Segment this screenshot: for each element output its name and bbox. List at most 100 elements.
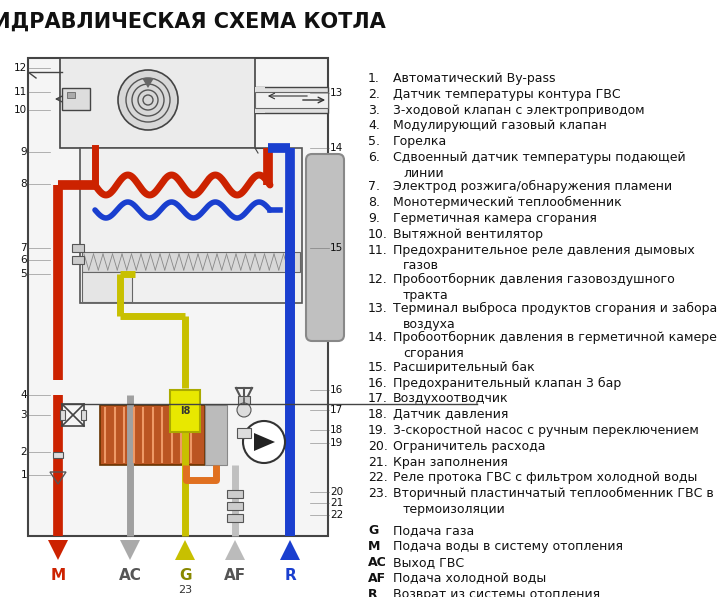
Bar	[81, 410, 86, 420]
Bar	[255, 87, 328, 113]
Text: AF: AF	[368, 572, 386, 585]
Text: M: M	[50, 568, 66, 583]
Text: ГИДРАВЛИЧЕСКАЯ СХЕМА КОТЛА: ГИДРАВЛИЧЕСКАЯ СХЕМА КОТЛА	[0, 12, 386, 32]
Bar	[72, 244, 84, 252]
Text: 14.: 14.	[368, 331, 388, 344]
Text: Предохранительное реле давления дымовых: Предохранительное реле давления дымовых	[393, 244, 695, 257]
Text: Монотермический теплообменник: Монотермический теплообменник	[393, 196, 622, 209]
Text: AC: AC	[368, 556, 387, 569]
Text: 3.: 3.	[368, 104, 380, 116]
Bar	[60, 58, 255, 148]
Text: 6.: 6.	[368, 151, 380, 164]
Text: 7: 7	[20, 243, 27, 253]
Text: 18.: 18.	[368, 408, 388, 421]
Text: сгорания: сгорания	[403, 347, 464, 360]
Text: 17.: 17.	[368, 392, 388, 405]
Text: 3: 3	[20, 410, 27, 420]
Text: 18: 18	[330, 425, 343, 435]
Text: линии: линии	[403, 167, 444, 180]
Bar	[227, 514, 243, 522]
Text: Вторичный пластинчатый теплообменник ГВС в: Вторичный пластинчатый теплообменник ГВС…	[393, 487, 714, 500]
Bar	[80, 148, 302, 303]
Text: Автоматический By-pass: Автоматический By-pass	[393, 72, 556, 85]
FancyBboxPatch shape	[306, 154, 344, 341]
Bar	[227, 490, 243, 498]
Bar	[238, 396, 250, 404]
Text: 19: 19	[330, 438, 343, 448]
Text: 16: 16	[330, 385, 343, 395]
Text: Пробоотборник давления в герметичной камере: Пробоотборник давления в герметичной кам…	[393, 331, 717, 344]
Text: воздуха: воздуха	[403, 318, 456, 331]
Text: 16.: 16.	[368, 377, 388, 389]
Text: газов: газов	[403, 259, 439, 272]
Text: Герметичная камера сгорания: Герметичная камера сгорания	[393, 212, 597, 225]
Polygon shape	[225, 540, 245, 560]
Text: 1.: 1.	[368, 72, 380, 85]
Text: 9.: 9.	[368, 212, 380, 225]
Text: 20.: 20.	[368, 440, 388, 453]
Text: AC: AC	[119, 568, 141, 583]
Text: 12: 12	[14, 63, 27, 73]
Text: 22.: 22.	[368, 471, 388, 484]
Text: 6: 6	[20, 255, 27, 265]
Polygon shape	[120, 540, 140, 560]
Bar	[255, 92, 328, 108]
Text: R: R	[284, 568, 296, 583]
Text: 12.: 12.	[368, 273, 388, 286]
Text: 11: 11	[14, 87, 27, 97]
Circle shape	[243, 421, 285, 463]
Text: 4.: 4.	[368, 119, 380, 133]
Polygon shape	[280, 540, 300, 560]
Text: Подача холодной воды: Подача холодной воды	[393, 572, 546, 585]
Text: Предохранительный клапан 3 бар: Предохранительный клапан 3 бар	[393, 377, 621, 390]
Circle shape	[118, 70, 178, 130]
Text: Возврат из системы отопления: Возврат из системы отопления	[393, 587, 600, 597]
Text: 7.: 7.	[368, 180, 380, 193]
Bar	[72, 256, 84, 264]
Text: 3-скоростной насос с ручным переключением: 3-скоростной насос с ручным переключение…	[393, 424, 699, 437]
Text: 13.: 13.	[368, 302, 388, 315]
Text: 23: 23	[178, 585, 192, 595]
Text: Воздухоотводчик: Воздухоотводчик	[393, 392, 508, 405]
Text: 22: 22	[330, 510, 343, 520]
Text: 8.: 8.	[368, 196, 380, 209]
Text: Реле протока ГВС с фильтром холодной воды: Реле протока ГВС с фильтром холодной вод…	[393, 471, 698, 484]
Text: 17: 17	[330, 405, 343, 415]
Bar	[62, 88, 90, 110]
Text: 15: 15	[330, 243, 343, 253]
Text: Пробоотборник давления газовоздушного: Пробоотборник давления газовоздушного	[393, 273, 675, 286]
Text: термоизоляции: термоизоляции	[403, 503, 505, 516]
Text: I8: I8	[180, 406, 190, 416]
Text: 3-ходовой клапан с электроприводом: 3-ходовой клапан с электроприводом	[393, 104, 644, 116]
Text: 21.: 21.	[368, 456, 388, 469]
Bar	[100, 405, 205, 465]
Text: Горелка: Горелка	[393, 135, 447, 148]
Bar	[28, 58, 328, 536]
Text: 11.: 11.	[368, 244, 388, 257]
Bar	[82, 252, 300, 272]
Bar	[227, 502, 243, 510]
Text: M: M	[368, 540, 380, 553]
Text: Датчик температуры контура ГВС: Датчик температуры контура ГВС	[393, 88, 621, 101]
Bar	[82, 272, 132, 302]
Text: Ограничитель расхода: Ограничитель расхода	[393, 440, 546, 453]
Text: AF: AF	[224, 568, 246, 583]
Bar	[205, 405, 227, 465]
Bar	[53, 452, 63, 458]
Text: 10: 10	[14, 105, 27, 115]
Bar	[170, 390, 200, 432]
Text: Подача газа: Подача газа	[393, 524, 474, 537]
Polygon shape	[48, 540, 68, 560]
Text: 13: 13	[330, 88, 343, 98]
Text: 20: 20	[330, 487, 343, 497]
Text: Подача воды в систему отопления: Подача воды в систему отопления	[393, 540, 623, 553]
Text: Датчик давления: Датчик давления	[393, 408, 508, 421]
Circle shape	[237, 403, 251, 417]
Text: 10.: 10.	[368, 227, 388, 241]
Text: 1: 1	[20, 470, 27, 480]
Text: Электрод розжига/обнаружения пламени: Электрод розжига/обнаружения пламени	[393, 180, 672, 193]
Text: 8: 8	[20, 179, 27, 189]
Text: 2: 2	[20, 447, 27, 457]
Text: Кран заполнения: Кран заполнения	[393, 456, 508, 469]
Text: Вытяжной вентилятор: Вытяжной вентилятор	[393, 227, 543, 241]
